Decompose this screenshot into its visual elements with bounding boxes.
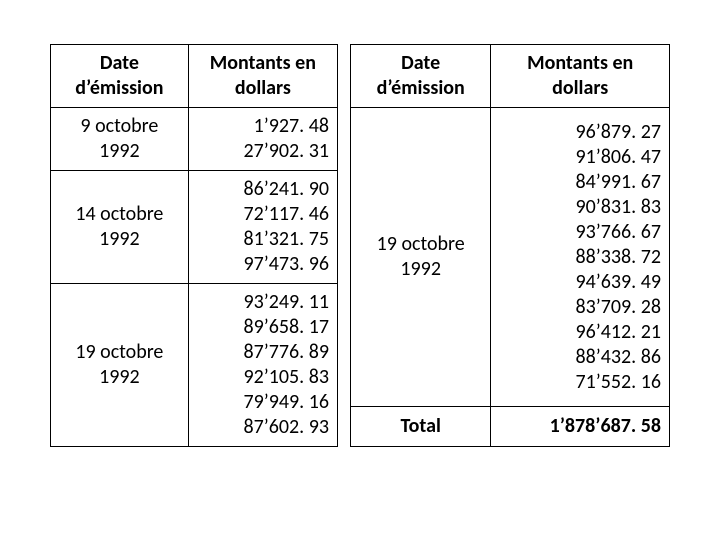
cell-amounts: 86’241. 90 72’117. 46 81’321. 75 97’473.… xyxy=(188,171,337,284)
col-header-amount: Montants en dollars xyxy=(188,45,337,108)
cell-amounts: 1’927. 48 27’902. 31 xyxy=(188,108,337,171)
cell-amounts: 96’879. 27 91’806. 47 84’991. 67 90’831.… xyxy=(491,108,670,407)
col-header-date: Date d’émission xyxy=(351,45,491,108)
emissions-table-right: Date d’émission Montants en dollars 19 o… xyxy=(350,44,670,447)
emissions-table-left: Date d’émission Montants en dollars 9 oc… xyxy=(50,44,338,447)
cell-date: 14 octobre 1992 xyxy=(51,171,189,284)
table-row-total: Total 1’878’687. 58 xyxy=(351,407,670,447)
cell-date: 9 octobre 1992 xyxy=(51,108,189,171)
cell-total-label: Total xyxy=(351,407,491,447)
col-header-date: Date d’émission xyxy=(51,45,189,108)
col-header-amount: Montants en dollars xyxy=(491,45,670,108)
table-row: 9 octobre 1992 1’927. 48 27’902. 31 xyxy=(51,108,338,171)
table-row: 19 octobre 1992 96’879. 27 91’806. 47 84… xyxy=(351,108,670,407)
table-row: 14 octobre 1992 86’241. 90 72’117. 46 81… xyxy=(51,171,338,284)
cell-date: 19 octobre 1992 xyxy=(351,108,491,407)
cell-total-value: 1’878’687. 58 xyxy=(491,407,670,447)
cell-date: 19 octobre 1992 xyxy=(51,284,189,447)
table-row: 19 octobre 1992 93’249. 11 89’658. 17 87… xyxy=(51,284,338,447)
cell-amounts: 93’249. 11 89’658. 17 87’776. 89 92’105.… xyxy=(188,284,337,447)
